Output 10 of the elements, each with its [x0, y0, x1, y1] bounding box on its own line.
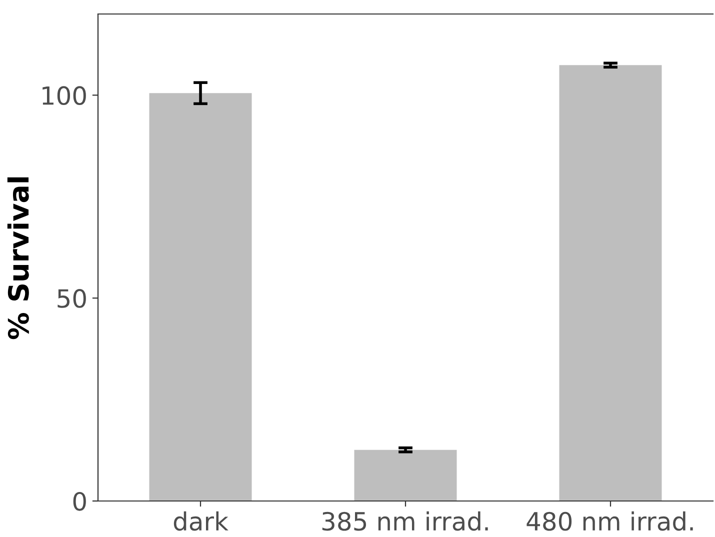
bar: [149, 93, 252, 501]
y-tick-label: 50: [58, 289, 86, 308]
y-tick-label: 100: [42, 86, 86, 106]
bar: [354, 450, 457, 501]
x-tick-label: 480 nm irrad.: [526, 511, 693, 531]
y-axis-title: % Survival: [7, 177, 29, 340]
y-tick-label: 0: [73, 492, 86, 511]
x-tick-label: dark: [174, 511, 228, 531]
bar: [559, 65, 662, 501]
x-tick-label: 385 nm irrad.: [322, 511, 488, 531]
